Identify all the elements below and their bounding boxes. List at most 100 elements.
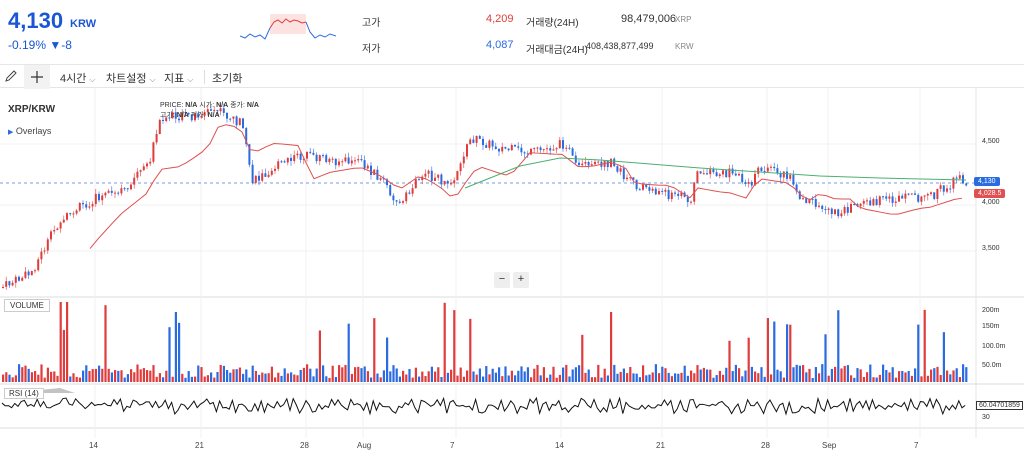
volume-bar (488, 374, 491, 382)
candle-body (443, 180, 446, 185)
volume-bar (258, 374, 261, 382)
volume-bar (498, 367, 501, 382)
volume-bar (248, 377, 251, 382)
candle-body (386, 179, 388, 186)
chart-canvas[interactable] (0, 88, 1024, 458)
candle-body (456, 171, 459, 181)
candle-body (843, 207, 846, 214)
volume-bar (875, 377, 878, 382)
candle-body (459, 163, 462, 172)
volume-bar (907, 370, 910, 382)
x-tick-label: 21 (656, 441, 665, 450)
volume-bar (75, 376, 78, 382)
volume-bar (584, 372, 587, 382)
symbol-label: XRP/KRW (8, 104, 56, 115)
candle-body (91, 204, 94, 207)
candle-body (965, 183, 968, 186)
chart-settings-dropdown[interactable]: 차트설정 ⌵ (106, 70, 156, 86)
volume-bar (274, 377, 277, 382)
volume-bar (312, 376, 315, 382)
price-chart-area[interactable]: XRP/KRW ▶ Overlays PRICE: N/A 시가: N/A 종가… (0, 88, 1024, 458)
candle-body (293, 155, 296, 162)
candle-body (469, 139, 472, 145)
x-tick-label: 14 (89, 441, 98, 450)
candle-body (405, 192, 408, 202)
high-value: 4,209 (486, 13, 514, 25)
ohlc-label: 고가: (160, 112, 175, 119)
indicators-label: 지표 (164, 73, 185, 85)
volume-bar (338, 365, 341, 382)
volume-bar (40, 364, 43, 382)
candle-body (514, 144, 516, 147)
volume-bar (405, 374, 408, 382)
indicators-dropdown[interactable]: 지표 ⌵ (164, 70, 193, 86)
volume-bar (178, 322, 181, 382)
volume-bar (203, 376, 206, 382)
candle-body (389, 185, 392, 196)
volume-bar (578, 365, 581, 382)
volume-bar (616, 373, 619, 382)
candle-body (885, 196, 888, 199)
volume-bar (242, 373, 245, 382)
volume-bar (965, 367, 968, 382)
candle-body (114, 192, 116, 194)
volume-bar (696, 365, 699, 382)
candle-body (507, 148, 510, 151)
interval-dropdown[interactable]: 4시간 ⌵ (60, 70, 96, 86)
volume-bar (962, 364, 965, 382)
candle-body (517, 146, 520, 148)
volume-bar (866, 372, 869, 382)
reset-button[interactable]: 초기화 (212, 73, 243, 85)
volume-bar (786, 324, 789, 382)
volume-bar (402, 370, 405, 382)
volume-bar (715, 375, 718, 382)
candlestick-series (2, 103, 968, 290)
volume-bar (280, 375, 283, 382)
pencil-icon[interactable] (4, 69, 18, 83)
candle-body (773, 166, 776, 169)
candle-body (958, 175, 961, 179)
candle-body (872, 199, 875, 206)
volume-bar (181, 373, 184, 382)
candle-body (350, 160, 353, 164)
volume-bar (936, 366, 939, 382)
candle-body (923, 195, 926, 197)
zoom-out-button[interactable]: − (494, 272, 510, 288)
candle-body (366, 165, 369, 169)
candle-body (110, 190, 113, 193)
volume-bar (408, 368, 411, 382)
volume-bar (520, 366, 523, 382)
volume-bar (619, 371, 622, 382)
volume-bar (94, 368, 97, 382)
price-tick: 4,000 (982, 199, 1000, 206)
crosshair-button[interactable] (24, 65, 50, 89)
chevron-down-icon: ⌵ (149, 75, 156, 84)
overlays-toggle[interactable]: ▶ Overlays (8, 126, 51, 136)
volume-bar (923, 309, 926, 382)
volume-bar (766, 318, 769, 382)
ohlc-label: 저가: (190, 112, 206, 119)
candle-body (341, 161, 344, 163)
volume-bar (126, 374, 129, 382)
volume-bar (818, 373, 821, 382)
candle-body (741, 173, 744, 183)
volume-bar (216, 371, 219, 382)
volume-bar (754, 371, 757, 382)
candle-body (21, 277, 24, 281)
low-label: 저가 (362, 44, 381, 55)
low-value: 4,087 (486, 39, 514, 51)
candle-body (510, 144, 513, 151)
volume-bar (66, 302, 69, 382)
zoom-in-button[interactable]: + (513, 272, 529, 288)
candle-body (792, 174, 795, 185)
volume-bar (712, 377, 715, 382)
candle-body (149, 161, 152, 164)
candle-body (261, 173, 264, 181)
candle-body (27, 271, 30, 276)
candle-body (427, 170, 430, 174)
ohlc-value: N/A (176, 112, 189, 119)
candle-body (834, 209, 836, 215)
volume-bar (50, 371, 53, 382)
volume-bar (2, 374, 5, 382)
volume-bar (885, 370, 888, 382)
